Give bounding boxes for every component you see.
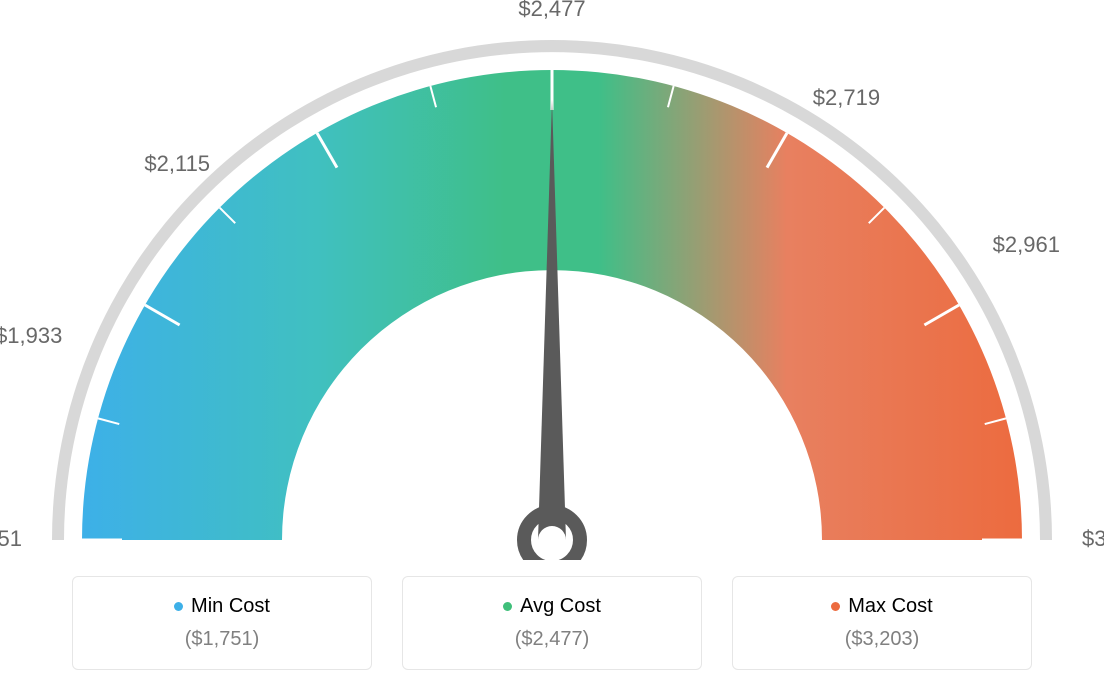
legend-title-text: Min Cost xyxy=(191,595,270,617)
dot-icon xyxy=(503,602,512,611)
legend-row: Min Cost ($1,751) Avg Cost ($2,477) Max … xyxy=(0,576,1104,670)
legend-value-max: ($3,203) xyxy=(733,628,1031,651)
legend-card-max: Max Cost ($3,203) xyxy=(732,576,1032,670)
legend-card-min: Min Cost ($1,751) xyxy=(72,576,372,670)
cost-gauge-chart: $1,751 $1,933 $2,115 $2,477 $2,719 $2,961 $3,2… xyxy=(0,0,1104,690)
gauge-tick-label: $1,751 xyxy=(0,526,22,552)
legend-title-text: Max Cost xyxy=(848,595,932,617)
legend-title-avg: Avg Cost xyxy=(403,595,701,618)
gauge-tick-label: $2,115 xyxy=(137,151,217,177)
legend-title-min: Min Cost xyxy=(73,595,371,618)
gauge-area: $1,751 $1,933 $2,115 $2,477 $2,719 $2,961 $3,2… xyxy=(0,0,1104,560)
legend-value-avg: ($2,477) xyxy=(403,628,701,651)
dot-icon xyxy=(174,602,183,611)
gauge-tick-label: $2,477 xyxy=(512,0,592,22)
gauge-tick-label: $3,203 xyxy=(1082,526,1104,552)
gauge-svg xyxy=(0,0,1104,560)
legend-title-text: Avg Cost xyxy=(520,595,601,617)
gauge-tick-label: $2,719 xyxy=(806,85,886,111)
legend-title-max: Max Cost xyxy=(733,595,1031,618)
legend-card-avg: Avg Cost ($2,477) xyxy=(402,576,702,670)
dot-icon xyxy=(831,602,840,611)
gauge-tick-label: $1,933 xyxy=(0,323,62,349)
gauge-tick-label: $2,961 xyxy=(993,232,1060,258)
legend-value-min: ($1,751) xyxy=(73,628,371,651)
